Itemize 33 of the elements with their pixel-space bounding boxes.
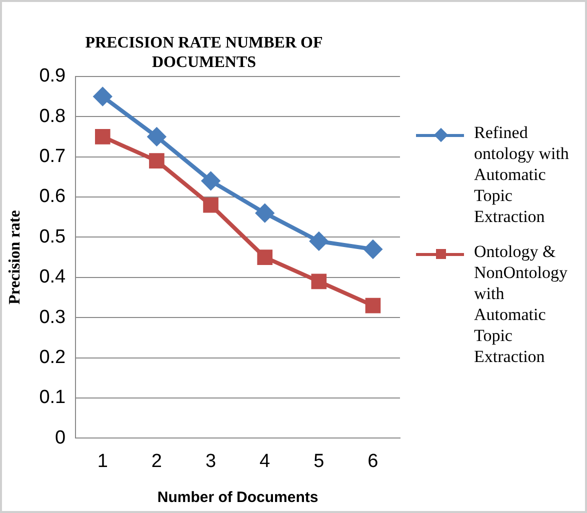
point bbox=[202, 172, 220, 190]
y-tick-label: 0.6 bbox=[39, 186, 66, 208]
point bbox=[256, 204, 274, 222]
y-axis-title: Precision rate bbox=[6, 210, 24, 304]
point bbox=[148, 128, 166, 146]
y-tick-label: 0.8 bbox=[39, 106, 66, 127]
point bbox=[94, 88, 112, 106]
y-tick-label: 0.4 bbox=[39, 266, 66, 288]
x-tick-label: 4 bbox=[260, 450, 271, 472]
chart-title: PRECISION RATE NUMBER OF DOCUMENTS bbox=[85, 34, 323, 71]
y-tick-label: 0.9 bbox=[39, 66, 66, 87]
point bbox=[257, 250, 272, 265]
x-tick-label: 6 bbox=[368, 450, 378, 472]
x-tick-label: 2 bbox=[151, 450, 162, 472]
y-tick-label: 0 bbox=[55, 427, 66, 448]
point bbox=[203, 197, 218, 213]
point bbox=[94, 129, 110, 144]
x-axis-title: Number of Documents bbox=[157, 489, 318, 506]
y-tick-label: 0.1 bbox=[39, 387, 66, 408]
x-tick-label: 5 bbox=[314, 450, 324, 472]
point bbox=[310, 232, 328, 250]
y-tick-label: 0.3 bbox=[39, 306, 66, 328]
y-tick-label: 0.5 bbox=[39, 226, 66, 248]
point bbox=[364, 240, 382, 258]
point bbox=[149, 153, 164, 168]
legend-label: Refined ontology with Automatic Topic Extraction bbox=[473, 122, 570, 227]
y-tick-label: 0.2 bbox=[39, 347, 66, 368]
point bbox=[311, 274, 327, 290]
y-tick-label: 0.7 bbox=[39, 146, 66, 168]
point bbox=[365, 298, 381, 314]
x-tick-label: 1 bbox=[97, 450, 108, 472]
legend-label: Ontology & NonOntology with Automatic Topic Extraction bbox=[473, 241, 568, 367]
x-tick-label: 3 bbox=[205, 450, 216, 472]
